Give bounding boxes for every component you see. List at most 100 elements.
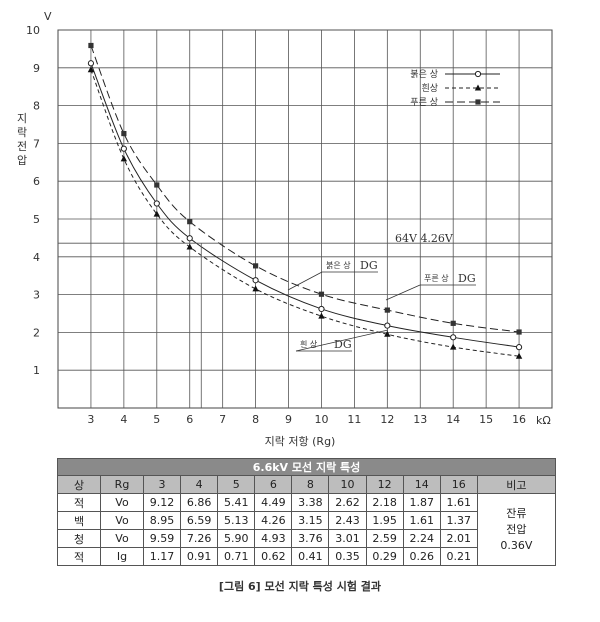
dg-leader-line [385,284,421,301]
fault-characteristics-table: 6.6kV 모선 지락 특성 상 Rg 3 4 5 6 8 10 12 14 16 비고 적 Vo 9.1… [57,458,557,566]
y-tick-label: 4 [33,251,40,264]
cell-value: 5.41 [217,493,256,512]
cell-value: 3.15 [291,511,330,530]
cell-value: 1.37 [439,511,478,530]
data-point [318,305,325,313]
dg-annotation-blue: 푸른 상 DG [385,272,476,301]
remarks-line: 전압 [506,522,527,536]
cell-value: 1.87 [402,493,441,512]
cell-value: 6.86 [180,493,219,512]
data-point [87,66,95,73]
dg-annotation-red: 붉은 상 DG [287,259,378,291]
data-point [120,155,128,162]
legend-label: 흰상 [421,83,438,94]
data-point [515,352,523,359]
dg-phase-label: 붉은 상 [326,260,351,270]
cell-value: 0.71 [217,547,256,566]
x-tick-label: 11 [347,413,361,426]
cell-value: 3.38 [291,493,330,512]
x-tick-label: 8 [252,413,259,426]
data-point [384,330,391,337]
cell-value: 1.61 [439,493,478,512]
header-resistance: 10 [328,475,367,494]
cell-value: 0.29 [365,547,404,566]
data-point [515,344,523,351]
cell-param: Vo [100,511,144,530]
x-tick-label: 15 [479,413,493,426]
data-point [153,210,160,217]
table-body: 적 Vo 9.12 6.86 5.41 4.49 3.38 2.62 2.18 1.87 1.61 잔… [57,493,557,566]
data-point [318,291,325,297]
y-tick-label: 7 [33,137,40,150]
cell-phase: 적 [57,493,101,512]
cell-value: 6.59 [180,511,219,530]
header-resistance: 5 [217,475,256,494]
dg-phase-label: 푸른 상 [424,273,449,283]
dg-annotation-white: 흰 상 DG [295,329,389,352]
y-tick-label: 9 [33,62,40,75]
cell-value: 2.01 [439,529,478,548]
header-remarks: 비고 [476,475,557,494]
dg-phase-label: 흰 상 [300,339,318,349]
header-resistance: 14 [402,475,441,494]
x-tick-label: 7 [219,413,226,426]
x-tick-label: 13 [413,413,427,426]
cell-value: 2.24 [402,529,441,548]
header-phase: 상 [57,475,101,494]
cell-value: 5.90 [217,529,256,548]
header-resistance: 4 [180,475,219,494]
legend-marker [475,99,481,105]
y-axis-unit: V [44,10,52,23]
cell-value: 0.26 [402,547,441,566]
x-axis-unit: kΩ [536,414,551,427]
chart-grid [57,29,553,409]
cell-phase: 청 [57,529,101,548]
data-point [384,322,391,329]
header-resistance: 3 [142,475,182,494]
cell-value: 1.17 [142,547,182,566]
cell-value: 2.62 [328,493,367,512]
fault-characteristics-table-wrap: 6.6kV 모선 지락 특성 상 Rg 3 4 5 6 8 10 12 14 16 비고 적 Vo 9.1… [57,458,557,566]
data-point [154,182,160,188]
legend-marker [474,84,482,91]
series-line [90,69,520,357]
x-tick-label: 14 [446,413,460,426]
data-point [450,320,456,326]
cell-value: 0.91 [180,547,219,566]
cell-value: 3.76 [291,529,330,548]
remarks-cell: 잔류 전압 0.36V [476,493,557,566]
data-point [186,243,193,250]
y-tick-label: 2 [33,326,40,339]
cell-value: 0.35 [328,547,367,566]
cell-value: 8.95 [142,511,182,530]
cell-param: Ig [100,547,144,566]
cell-value: 1.95 [365,511,404,530]
cell-phase: 백 [57,511,101,530]
x-tick-label: 12 [380,413,394,426]
x-tick-label: 16 [512,413,526,426]
remarks-line: 잔류 [506,506,527,520]
data-point [450,334,457,341]
data-point [318,312,325,319]
cell-value: 1.61 [402,511,441,530]
y-tick-label: 6 [33,175,40,188]
table-header-row: 상 Rg 3 4 5 6 8 10 12 14 16 비고 [57,475,557,494]
table-row: 적 Vo 9.12 6.86 5.41 4.49 3.38 2.62 2.18 1.87 1.61 잔… [57,493,557,566]
x-tick-label: 5 [153,413,160,426]
series-2 [87,66,523,359]
legend-label: 푸른 상 [410,97,438,108]
figure-caption: [그림 6] 모선 지락 특성 시험 결과 [218,580,382,593]
data-point [88,42,94,49]
data-point [187,219,193,225]
cell-phase: 적 [57,547,101,566]
y-tick-label: 8 [33,100,40,113]
dg-label: DG [360,259,378,272]
header-resistance: 12 [365,475,404,494]
dg-leader-line [287,271,323,291]
header-resistance: 6 [254,475,293,494]
table-title: 6.6kV 모선 지락 특성 [57,458,556,476]
cell-value: 4.93 [254,529,293,548]
cell-param: Vo [100,493,144,512]
cell-value: 7.26 [180,529,219,548]
